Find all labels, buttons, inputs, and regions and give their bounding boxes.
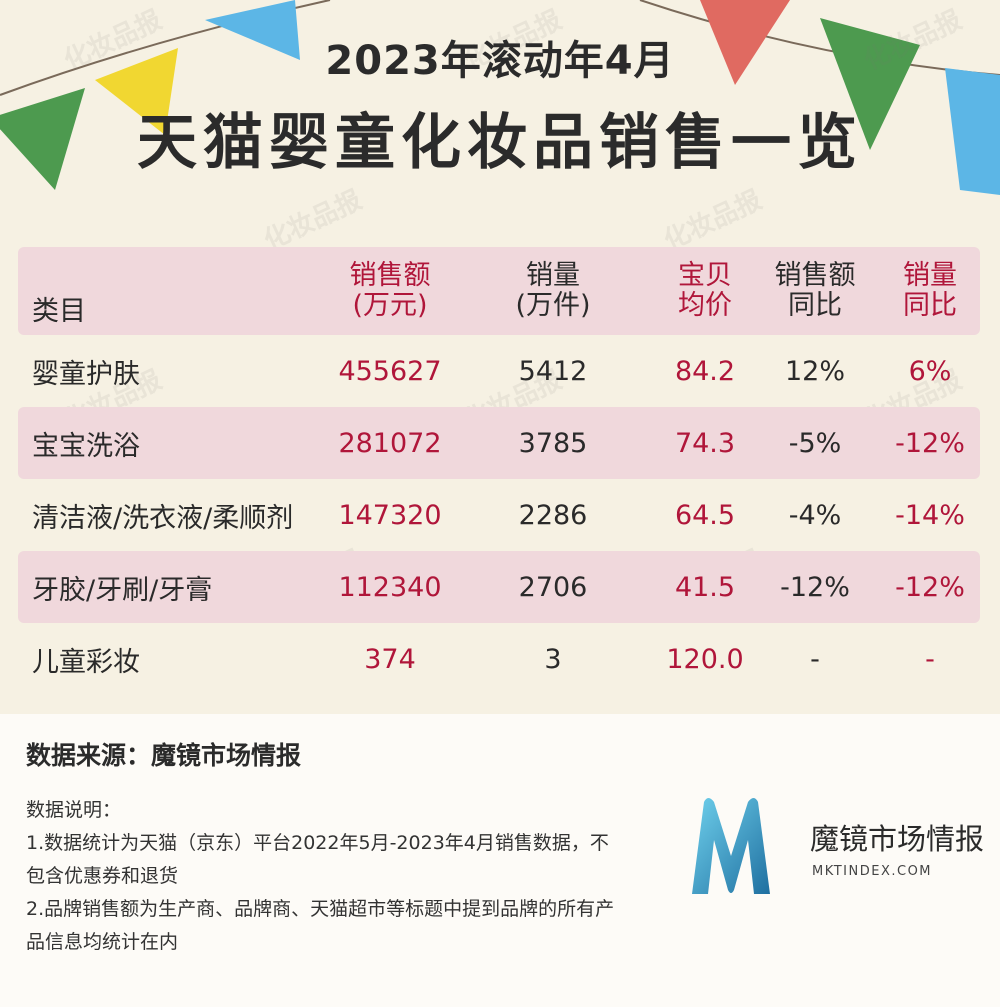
note-1: 1.数据统计为天猫（京东）平台2022年5月-2023年4月销售数据，不包含优惠… [26,832,609,887]
row-sales-amount: 455627 [338,355,442,387]
row-avg-price: 41.5 [674,571,736,603]
row-avg-price: 64.5 [674,499,736,531]
row-sales-yoy: - [810,643,820,675]
row-sales-volume: 3 [544,643,562,675]
row-category: 宝宝洗浴 [32,430,140,462]
header-sales-amount-l2: (万元) [352,290,428,321]
title-block: 2023年滚动年4月 天猫婴童化妆品销售一览 [0,28,1000,181]
row-category: 儿童彩妆 [32,646,140,678]
header-volume-yoy-l1: 销量 [903,260,957,291]
row-sales-yoy: -4% [788,499,842,531]
header-sales-amount: 销售额 (万元) [330,247,450,335]
flag-blue-top [205,0,300,60]
row-sales-yoy: -12% [780,571,850,603]
flag-green-left [0,88,85,190]
header-sales-amount-l1: 销售额 [349,260,431,291]
header-category: 类目 [32,247,352,335]
header-volume-yoy-l2: 同比 [903,290,957,321]
row-sales-volume: 2706 [518,571,588,603]
header-sales-volume-l1: 销量 [526,260,580,291]
row-sales-amount: 112340 [338,571,442,603]
row-sales-yoy: 12% [784,355,845,387]
table-row: 清洁液/洗衣液/柔顺剂 147320 2286 64.5 -4% -14% [18,479,980,551]
page-title: 天猫婴童化妆品销售一览 [137,108,863,178]
row-sales-yoy: -5% [788,427,842,459]
table-row: 牙胶/牙刷/牙膏 112340 2706 41.5 -12% -12% [18,551,980,623]
title-period: 2023年滚动年4月 [325,38,675,84]
row-sales-volume: 2286 [518,499,588,531]
row-avg-price: 74.3 [674,427,736,459]
row-volume-yoy: -14% [895,499,965,531]
table-header: 类目 销售额 (万元) 销量 (万件) 宝贝 均价 销售额 同比 销量 同比 [18,247,980,335]
row-sales-amount: 147320 [338,499,442,531]
footer: 数据来源：魔镜市场情报 数据说明： 1.数据统计为天猫（京东）平台2022年5月… [0,714,1000,1007]
table-row: 儿童彩妆 374 3 120.0 - - [18,623,980,695]
row-sales-amount: 374 [364,643,416,675]
flag-red [700,0,790,85]
row-volume-yoy: -12% [895,571,965,603]
bunting-decoration [0,0,1000,195]
data-notes: 数据说明： 1.数据统计为天猫（京东）平台2022年5月-2023年4月销售数据… [26,794,626,959]
header-avg-price-l1: 宝贝 [678,260,732,291]
row-sales-volume: 5412 [518,355,588,387]
data-source: 数据来源：魔镜市场情报 [26,741,302,770]
header-sales-yoy-l1: 销售额 [774,260,856,291]
header-avg-price-l2: 均价 [678,290,732,321]
sales-table: 类目 销售额 (万元) 销量 (万件) 宝贝 均价 销售额 同比 销量 同比 婴… [18,247,980,695]
flag-green-right [820,18,920,150]
row-volume-yoy: - [925,643,935,675]
row-category: 婴童护肤 [32,358,140,390]
table-row: 婴童护肤 455627 5412 84.2 12% 6% [18,335,980,407]
row-volume-yoy: 6% [908,355,952,387]
header-category-label: 类目 [32,296,86,327]
row-volume-yoy: -12% [895,427,965,459]
mktindex-logo-icon [692,798,770,894]
logo-url: MKTINDEX.COM [812,864,933,879]
notes-title: 数据说明： [26,799,122,821]
header-volume-yoy: 销量 同比 [880,247,980,335]
header-sales-volume: 销量 (万件) [498,247,608,335]
logo-name: 魔镜市场情报 [810,822,985,856]
row-category: 清洁液/洗衣液/柔顺剂 [32,502,294,534]
row-sales-amount: 281072 [338,427,442,459]
table-row: 宝宝洗浴 281072 3785 74.3 -5% -12% [18,407,980,479]
row-category: 牙胶/牙刷/牙膏 [32,574,213,606]
row-avg-price: 120.0 [666,643,744,675]
row-sales-volume: 3785 [518,427,588,459]
header-sales-yoy: 销售额 同比 [760,247,870,335]
header-sales-yoy-l2: 同比 [788,290,842,321]
header-sales-volume-l2: (万件) [515,290,591,321]
flag-yellow [95,48,178,135]
flag-blue-right [945,68,1000,195]
header-avg-price: 宝贝 均价 [650,247,760,335]
note-2: 2.品牌销售额为生产商、品牌商、天猫超市等标题中提到品牌的所有产品信息均统计在内 [26,898,615,953]
row-avg-price: 84.2 [674,355,736,387]
